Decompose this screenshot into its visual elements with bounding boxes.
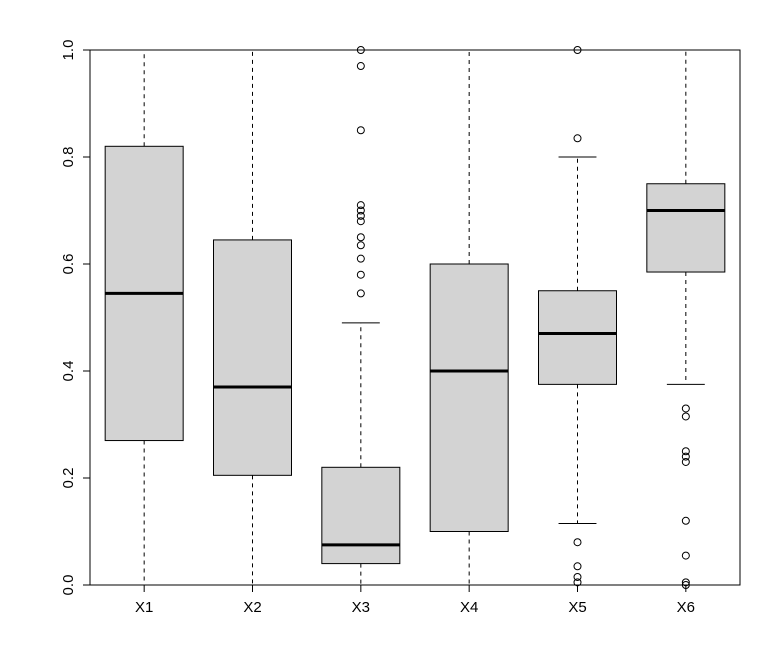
x-tick-label: X2 — [243, 599, 261, 616]
outlier-point — [682, 405, 689, 412]
box-group — [539, 47, 617, 586]
outlier-point — [357, 290, 364, 297]
outlier-point — [357, 127, 364, 134]
boxplot-chart: 0.0 0.2 0.4 0.6 0.8 1.0 X1 X2 X3 X4 X5 X6 — [0, 0, 764, 670]
x-tick-label: X1 — [135, 599, 153, 616]
outlier-point — [357, 234, 364, 241]
x-tick-label: X5 — [568, 599, 586, 616]
box-group — [430, 50, 508, 585]
box — [322, 467, 400, 563]
outlier-point — [682, 517, 689, 524]
y-tick-label: 0.4 — [60, 361, 77, 382]
box — [539, 291, 617, 385]
y-tick-label: 0.0 — [60, 575, 77, 596]
outlier-point — [357, 63, 364, 70]
y-tick-label: 0.6 — [60, 254, 77, 275]
outlier-point — [574, 573, 581, 580]
outlier-point — [682, 448, 689, 455]
x-tick-label: X4 — [460, 599, 478, 616]
outlier-point — [357, 202, 364, 209]
outlier-point — [574, 539, 581, 546]
outlier-point — [357, 271, 364, 278]
outlier-point — [682, 413, 689, 420]
plot-border — [90, 50, 740, 585]
box-group — [647, 50, 725, 589]
y-tick-label: 0.2 — [60, 468, 77, 489]
outlier-point — [357, 255, 364, 262]
x-tick-label: X6 — [677, 599, 695, 616]
outlier-point — [574, 135, 581, 142]
outlier-point — [574, 563, 581, 570]
outlier-point — [682, 552, 689, 559]
y-tick-label: 0.8 — [60, 147, 77, 168]
x-tick-label: X3 — [352, 599, 370, 616]
outlier-point — [357, 242, 364, 249]
box — [214, 240, 292, 475]
box-group — [214, 50, 292, 585]
y-tick-label: 1.0 — [60, 40, 77, 61]
box — [647, 184, 725, 272]
box — [430, 264, 508, 532]
box-group — [105, 50, 183, 585]
box-group — [322, 47, 400, 586]
